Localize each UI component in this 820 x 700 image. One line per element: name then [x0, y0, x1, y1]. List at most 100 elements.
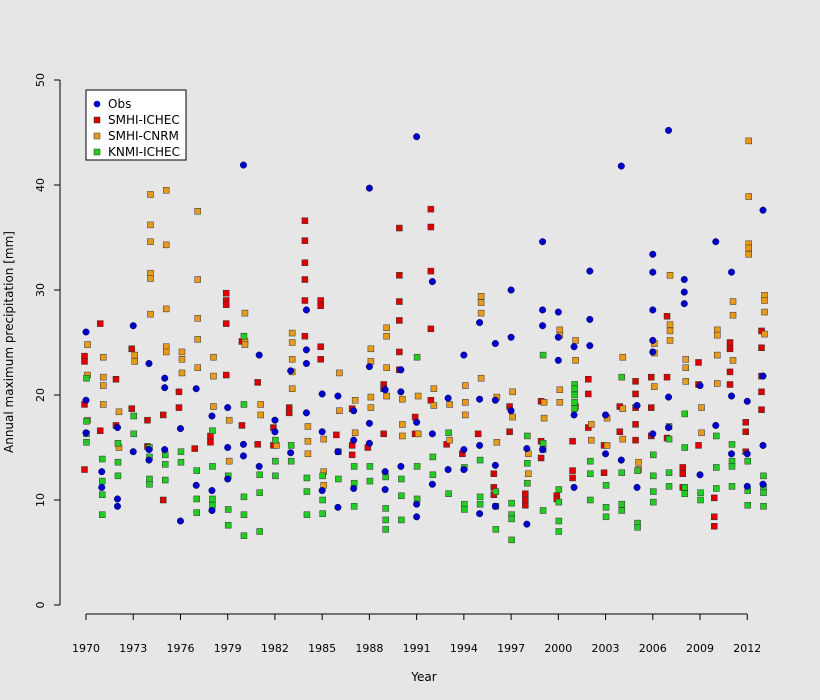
point-smhi-ichec: [380, 430, 387, 438]
point-smhi-cnrm: [556, 399, 564, 406]
point-smhi-cnrm: [194, 315, 201, 322]
point-obs: [365, 363, 373, 371]
point-knmi-ichec: [177, 458, 185, 466]
point-smhi-cnrm: [651, 383, 658, 390]
point-obs: [318, 390, 326, 398]
point-smhi-ichec: [348, 451, 356, 459]
point-knmi-ichec: [728, 483, 736, 490]
point-smhi-cnrm: [131, 358, 138, 365]
point-obs: [759, 206, 767, 214]
point-smhi-cnrm: [304, 423, 312, 430]
point-smhi-cnrm: [288, 385, 296, 392]
point-knmi-ichec: [272, 472, 279, 480]
legend-box: [85, 89, 187, 161]
point-knmi-ichec: [681, 410, 689, 418]
point-knmi-ichec: [571, 405, 578, 412]
point-obs: [617, 162, 625, 170]
x-tick-label: 1985: [308, 642, 336, 655]
legend-marker: [93, 148, 101, 156]
point-smhi-ichec: [726, 345, 734, 353]
point-knmi-ichec: [429, 471, 437, 479]
point-smhi-ichec: [663, 373, 671, 381]
point-knmi-ichec: [240, 401, 248, 408]
point-knmi-ichec: [744, 502, 752, 509]
point-obs: [428, 480, 436, 488]
point-obs: [82, 429, 90, 437]
point-knmi-ichec: [524, 460, 531, 467]
point-knmi-ichec: [760, 472, 767, 480]
point-smhi-ichec: [191, 445, 198, 452]
y-tick-label: 40: [34, 178, 47, 192]
point-obs: [176, 517, 184, 525]
point-knmi-ichec: [193, 495, 200, 503]
point-knmi-ichec: [665, 469, 673, 476]
point-smhi-cnrm: [572, 337, 579, 344]
point-smhi-cnrm: [257, 401, 264, 408]
point-obs: [523, 520, 531, 528]
point-smhi-cnrm: [714, 380, 721, 387]
point-knmi-ichec: [760, 503, 767, 510]
point-smhi-cnrm: [462, 399, 469, 406]
point-knmi-ichec: [272, 457, 279, 465]
point-knmi-ichec: [287, 442, 295, 449]
point-knmi-ichec: [146, 481, 153, 488]
point-smhi-cnrm: [477, 299, 485, 306]
point-smhi-cnrm: [288, 329, 296, 337]
point-smhi-ichec: [222, 301, 230, 308]
point-smhi-cnrm: [729, 298, 737, 305]
point-smhi-cnrm: [194, 336, 201, 343]
point-smhi-cnrm: [115, 408, 123, 416]
point-knmi-ichec: [445, 429, 452, 437]
point-obs: [759, 372, 767, 380]
point-obs: [113, 502, 121, 510]
point-smhi-cnrm: [162, 305, 170, 313]
point-smhi-cnrm: [194, 364, 201, 371]
point-knmi-ichec: [398, 492, 405, 500]
point-obs: [413, 133, 421, 141]
x-tick-label: 1991: [403, 642, 431, 655]
x-axis-title: Year: [410, 670, 436, 684]
point-knmi-ichec: [555, 517, 563, 525]
point-knmi-ichec: [650, 472, 657, 480]
legend-marker: [93, 100, 101, 108]
point-knmi-ichec: [335, 475, 342, 483]
point-knmi-ichec: [681, 490, 689, 497]
point-smhi-cnrm: [698, 404, 705, 411]
point-obs: [633, 402, 641, 410]
point-obs: [507, 333, 515, 341]
point-smhi-cnrm: [225, 457, 233, 465]
point-knmi-ichec: [713, 485, 720, 492]
point-obs: [208, 507, 216, 515]
point-knmi-ichec: [618, 469, 626, 476]
point-obs: [224, 475, 232, 483]
point-obs: [491, 396, 499, 404]
point-knmi-ichec: [587, 470, 594, 477]
point-obs: [397, 462, 405, 470]
point-smhi-cnrm: [462, 382, 469, 389]
x-tick-label: 1973: [119, 642, 147, 655]
legend-label: Obs: [108, 97, 131, 111]
y-axis: 0 10 20 30 40 50: [34, 73, 61, 609]
point-smhi-cnrm: [761, 330, 768, 338]
point-knmi-ichec: [130, 430, 137, 438]
point-knmi-ichec: [319, 510, 326, 517]
point-knmi-ichec: [571, 385, 578, 392]
point-smhi-cnrm: [414, 430, 422, 438]
point-knmi-ichec: [728, 463, 736, 470]
point-smhi-cnrm: [194, 276, 201, 283]
point-knmi-ichec: [366, 477, 374, 485]
point-smhi-ichec: [711, 494, 718, 502]
point-smhi-cnrm: [131, 351, 138, 359]
point-knmi-ichec: [224, 506, 232, 513]
point-knmi-ichec: [508, 499, 515, 507]
point-knmi-ichec: [555, 486, 563, 493]
point-obs: [365, 184, 373, 192]
point-obs: [444, 394, 452, 402]
point-obs: [98, 483, 106, 491]
point-knmi-ichec: [256, 471, 263, 479]
point-obs: [649, 250, 657, 258]
point-smhi-cnrm: [210, 353, 217, 361]
point-obs: [302, 409, 310, 417]
point-knmi-ichec: [193, 509, 200, 516]
point-smhi-cnrm: [162, 241, 170, 249]
